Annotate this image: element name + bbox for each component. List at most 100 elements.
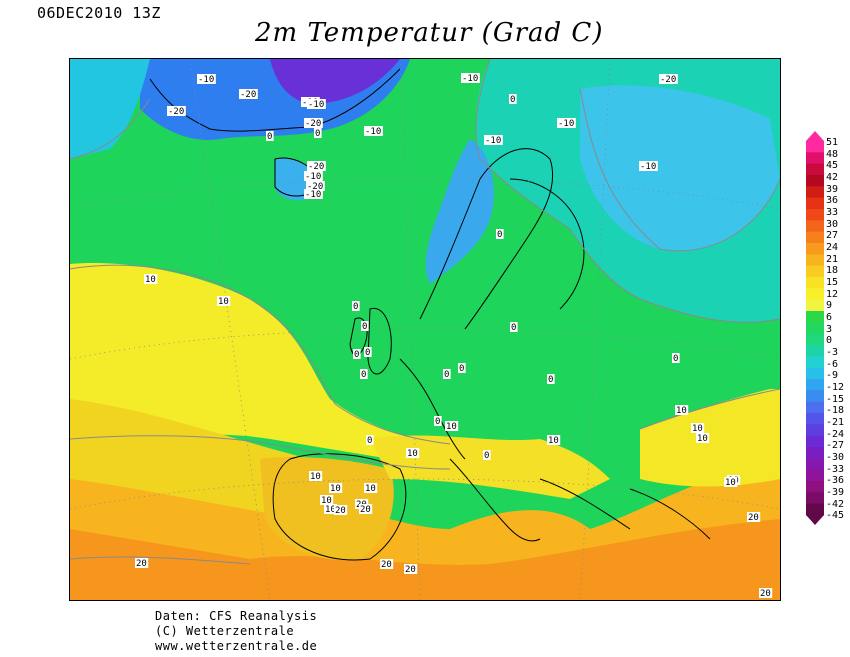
- colorbar-label: 15: [826, 277, 839, 288]
- contour-label: 20: [136, 559, 147, 569]
- balkans-yellow: [640, 389, 780, 487]
- contour-label-bg: [135, 558, 149, 568]
- colorbar-swatch: [806, 277, 824, 289]
- temperature-map: -10-20-20-10-20-100-100-200-10-10-20-10-…: [69, 58, 781, 601]
- contour-label: -20: [307, 182, 323, 192]
- contour-label-bg: [509, 94, 517, 104]
- contour-label: 0: [459, 364, 464, 374]
- contour-label: 10: [676, 406, 687, 416]
- contour-label-bg: [304, 118, 323, 128]
- contour-label: -20: [308, 162, 324, 172]
- contour-label-bg: [307, 99, 326, 109]
- contour-label: 10: [145, 275, 156, 285]
- contour-label: -10: [485, 136, 501, 146]
- contour-label: 10: [407, 449, 418, 459]
- contour-label: 20: [405, 565, 416, 575]
- credits-data-source: Daten: CFS Reanalysis: [155, 609, 318, 623]
- colorbar-label: 12: [826, 288, 839, 300]
- contour-label-bg: [364, 483, 378, 493]
- contour-label-bg: [364, 126, 383, 136]
- colorbar-label: 27: [826, 230, 839, 242]
- contour-label-bg: [334, 505, 348, 515]
- colorbar-swatches: [806, 131, 824, 525]
- contour-label-bg: [483, 450, 491, 460]
- colorbar-swatch: [806, 265, 824, 278]
- contour-label-bg: [309, 471, 323, 481]
- contour-label: -10: [308, 100, 324, 110]
- colorbar-swatch: [806, 243, 824, 255]
- colorbar-label: 48: [826, 148, 839, 160]
- colorbar-swatch: [806, 288, 824, 301]
- colorbar-label: -9: [826, 370, 839, 382]
- contour-label-bg: [434, 416, 442, 426]
- contour-label: 20: [335, 506, 346, 516]
- contour-label-bg: [404, 564, 418, 574]
- contour-label: 10: [548, 436, 559, 446]
- contour-label: 10: [321, 496, 332, 506]
- colorbar-label: 33: [826, 207, 839, 218]
- cold-zone-greenland-core: [270, 59, 400, 104]
- colorbar-swatch: [806, 322, 824, 335]
- contour-label: -20: [240, 90, 256, 100]
- colorbar-label: 36: [826, 195, 839, 207]
- colorbar-swatch: [806, 141, 824, 153]
- colorbar-label: -36: [826, 475, 845, 487]
- contour-label-bg: [366, 435, 374, 445]
- colorbar-swatch: [806, 209, 824, 221]
- contour-label-bg: [239, 89, 258, 99]
- colorbar-label: -27: [826, 440, 845, 452]
- contour-label: 20: [360, 505, 371, 515]
- colorbar-label: 42: [826, 172, 839, 183]
- contour-label: -10: [305, 172, 321, 182]
- contour-label-bg: [496, 229, 504, 239]
- contour-label-bg: [352, 301, 360, 311]
- contour-label-bg: [484, 135, 503, 145]
- contour-label: 10: [692, 424, 703, 434]
- cold-zone-greenland-teal: [70, 59, 150, 159]
- contour-label-bg: [361, 321, 369, 331]
- contour-label-bg: [547, 374, 555, 384]
- colorbar-swatch: [806, 299, 824, 312]
- contour-label-bg: [380, 559, 394, 569]
- colorbar-swatch: [806, 311, 824, 323]
- contour-label-bg: [672, 353, 680, 363]
- colorbar-label: -3: [826, 347, 839, 358]
- contour-label-bg: [314, 128, 322, 138]
- colorbar-swatch: [806, 492, 824, 505]
- colorbar-label: -33: [826, 463, 845, 475]
- colorbar-swatch: [806, 186, 824, 199]
- colorbar-swatch: [806, 435, 824, 448]
- contour-label: -10: [640, 162, 656, 172]
- cold-zone-lightblue: [580, 85, 780, 251]
- colorbar-label: -21: [826, 417, 845, 428]
- credits-copyright: (C) Wetterzentrale: [155, 624, 295, 638]
- colorbar-swatch: [806, 231, 824, 244]
- contour-label-bg: [696, 433, 710, 443]
- contour-label-bg: [353, 349, 361, 359]
- contour-label-bg: [443, 369, 451, 379]
- colorbar-swatch: [806, 367, 824, 380]
- contour-label-bg: [445, 421, 459, 431]
- contour-label-bg: [197, 74, 216, 84]
- credits: Daten: CFS Reanalysis (C) Wetterzentrale…: [155, 609, 317, 654]
- contour-label: -10: [365, 127, 381, 137]
- colorbar-swatch: [806, 458, 824, 471]
- contour-label-bg: [307, 161, 326, 171]
- colorbar-label: 30: [826, 218, 839, 230]
- colorbar-swatch: [806, 254, 824, 267]
- contour-label-bg: [639, 161, 658, 171]
- colorbar-swatch: [806, 481, 824, 493]
- contour-label: 10: [365, 484, 376, 494]
- contour-label-bg: [461, 73, 480, 83]
- colorbar-label: 9: [826, 300, 833, 312]
- contour-label-bg: [364, 347, 372, 357]
- colorbar-swatch: [806, 197, 824, 210]
- warm-zone-orange-deep: [70, 519, 780, 600]
- colorbar-swatch: [806, 401, 824, 414]
- colorbar-top-arrow: [806, 131, 824, 141]
- colorbar-label: 39: [826, 183, 839, 195]
- colorbar-swatch: [806, 333, 824, 346]
- contour-label: 10: [330, 484, 341, 494]
- colorbar-swatch: [806, 379, 824, 391]
- contour-label: 0: [673, 354, 678, 364]
